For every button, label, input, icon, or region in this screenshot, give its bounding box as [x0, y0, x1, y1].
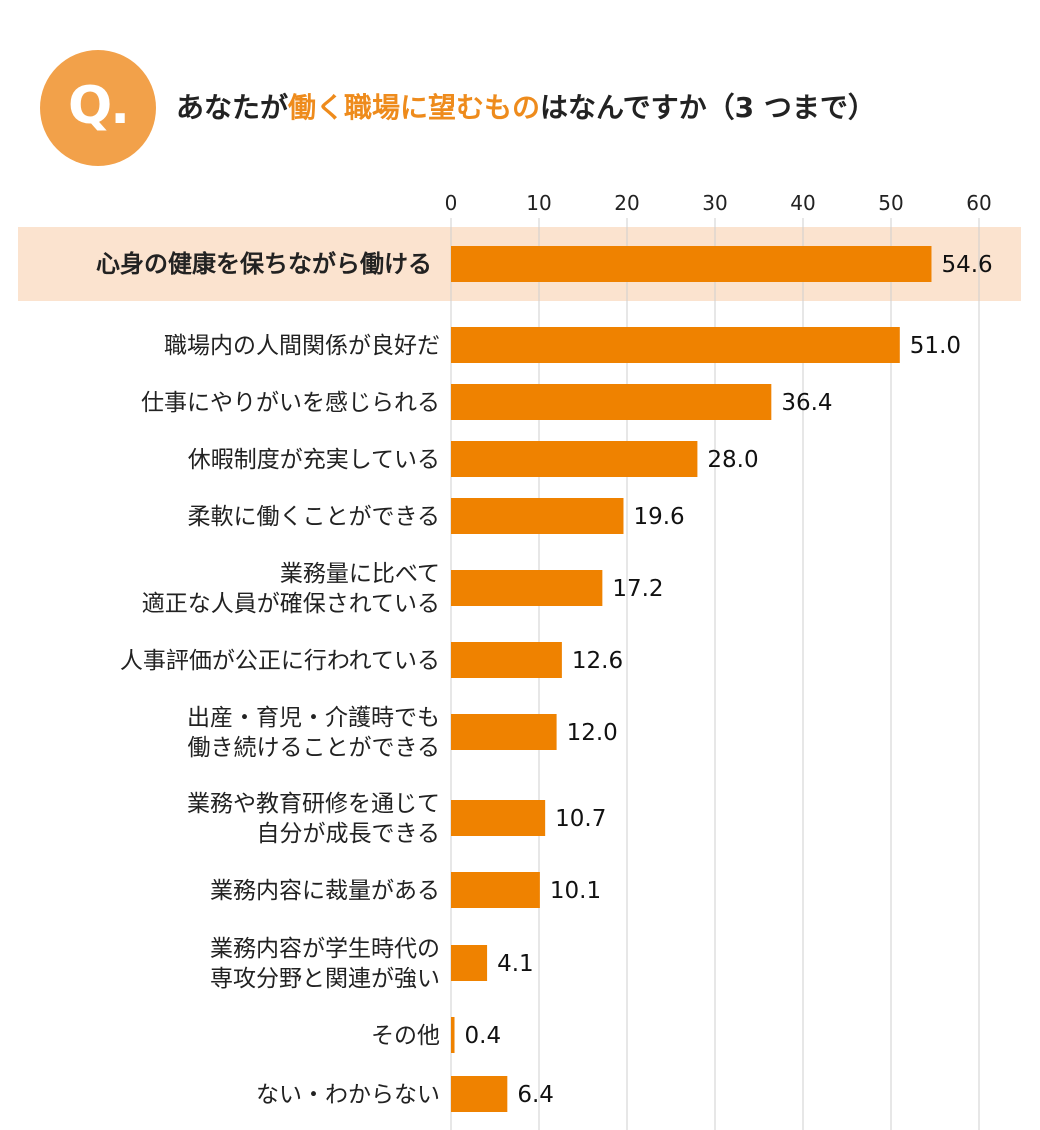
bar — [451, 570, 603, 606]
category-label: ない・わからない — [256, 1082, 440, 1108]
category-label: 出産・育児・介護時でも — [187, 705, 440, 731]
category-label: 職場内の人間関係が良好だ — [164, 333, 440, 359]
category-label: 仕事にやりがいを感じられる — [141, 390, 440, 416]
bar — [451, 642, 562, 678]
bar — [451, 800, 546, 836]
bar — [451, 441, 698, 477]
bar — [451, 498, 624, 534]
x-tick-label: 30 — [702, 191, 727, 215]
value-label: 0.4 — [465, 1023, 502, 1049]
value-label: 10.1 — [550, 878, 601, 904]
x-tick-label: 0 — [445, 191, 458, 215]
x-tick-label: 50 — [878, 191, 903, 215]
bar — [451, 1076, 508, 1112]
category-label: 業務内容に裁量がある — [210, 878, 440, 904]
bar — [451, 246, 932, 282]
value-label: 51.0 — [910, 333, 961, 359]
value-label: 4.1 — [497, 951, 534, 977]
bar — [451, 384, 772, 420]
bar — [451, 327, 900, 363]
category-label: 業務内容が学生時代の — [210, 936, 440, 962]
title-part2: はなんですか（3 つまで） — [540, 91, 876, 124]
x-tick-label: 40 — [790, 191, 815, 215]
value-label: 10.7 — [555, 806, 606, 832]
category-label: 業務量に比べて — [280, 561, 440, 587]
value-label: 12.6 — [572, 648, 623, 674]
category-label: 自分が成長できる — [256, 821, 440, 847]
category-label: 心身の健康を保ちながら働ける — [96, 250, 432, 278]
value-label: 19.6 — [633, 504, 684, 530]
q-badge-text: Q. — [68, 76, 130, 136]
bar — [451, 945, 488, 981]
x-tick-label: 10 — [526, 191, 551, 215]
category-label: 専攻分野と関連が強い — [210, 966, 440, 992]
value-label: 54.6 — [941, 252, 992, 278]
value-label: 12.0 — [567, 720, 618, 746]
category-label: 休暇制度が充実している — [188, 447, 440, 473]
bar — [451, 872, 540, 908]
bar — [451, 1017, 455, 1053]
value-label: 36.4 — [781, 390, 832, 416]
value-label: 17.2 — [612, 576, 663, 602]
category-label: 人事評価が公正に行われている — [120, 648, 440, 674]
question-title: あなたが働く職場に望むものはなんですか（3 つまで） — [176, 86, 876, 126]
value-label: 28.0 — [707, 447, 758, 473]
x-tick-label: 20 — [614, 191, 639, 215]
category-label: 業務や教育研修を通じて — [187, 791, 440, 817]
q-badge: Q. — [40, 50, 156, 166]
category-label: 適正な人員が確保されている — [142, 591, 440, 617]
category-label: その他 — [371, 1023, 440, 1049]
category-label: 柔軟に働くことができる — [187, 504, 440, 530]
title-highlight: 働く職場に望むもの — [288, 91, 541, 124]
title-part1: あなたが — [176, 91, 289, 124]
x-tick-label: 60 — [966, 191, 991, 215]
bar — [451, 714, 557, 750]
value-label: 6.4 — [517, 1082, 554, 1108]
category-label: 働き続けることができる — [187, 735, 440, 761]
